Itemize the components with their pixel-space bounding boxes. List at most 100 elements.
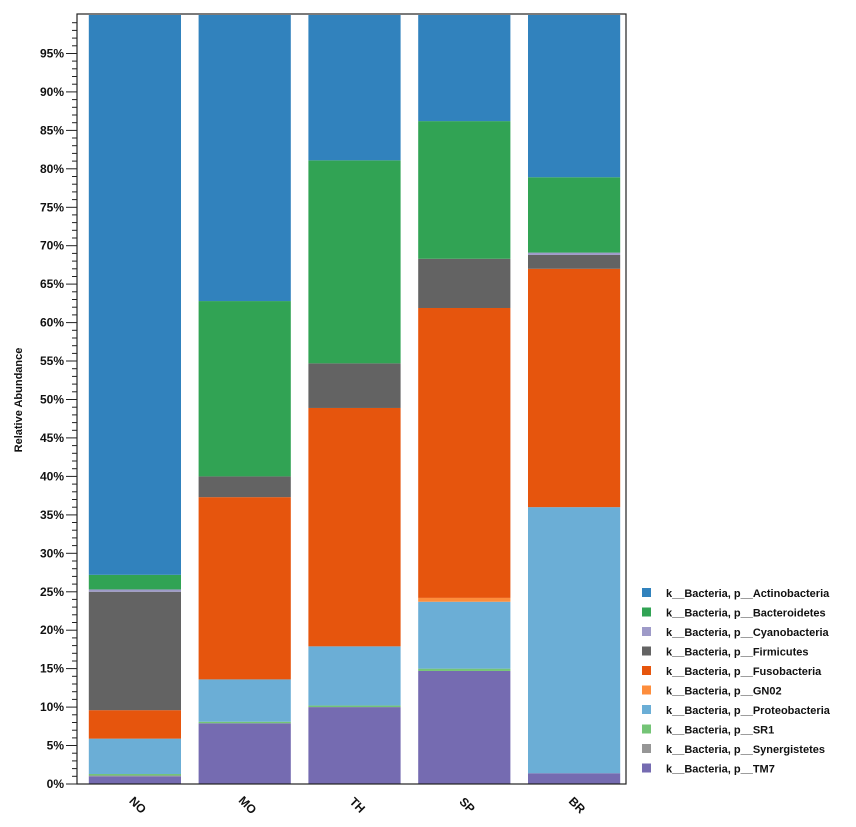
bar-segment [528, 252, 621, 255]
legend-item: k__Bacteria, p__Proteobacteria [642, 705, 831, 717]
bar-segment [308, 15, 401, 161]
bar-MO [198, 15, 291, 784]
legend-swatch [642, 666, 651, 675]
y-tick-label: 60% [40, 316, 64, 330]
legend-swatch [642, 724, 651, 734]
y-tick-label: 75% [40, 200, 64, 214]
bars-group [88, 15, 621, 784]
bar-segment [418, 597, 511, 602]
bar-TH [308, 15, 401, 784]
y-tick-label: 10% [40, 700, 64, 714]
legend-label: k__Bacteria, p__GN02 [666, 686, 782, 698]
y-tick-label: 50% [40, 393, 64, 407]
legend-item: k__Bacteria, p__TM7 [642, 763, 775, 776]
y-tick-label: 90% [40, 85, 64, 99]
x-tick-label: TH [347, 795, 368, 816]
bar-segment [308, 363, 401, 408]
legend-label: k__Bacteria, p__Actinobacteria [666, 588, 830, 600]
legend-swatch [642, 607, 651, 617]
bar-NO [88, 15, 181, 784]
bar-segment [88, 738, 181, 774]
bar-segment [418, 15, 511, 122]
bar-segment [88, 776, 181, 784]
legend-swatch [642, 588, 651, 597]
bar-segment [88, 774, 181, 776]
legend-swatch [642, 646, 651, 656]
legend-label: k__Bacteria, p__Proteobacteria [666, 705, 831, 717]
bar-segment [418, 601, 511, 669]
legend-label: k__Bacteria, p__Firmicutes [666, 647, 808, 659]
bar-segment [308, 705, 401, 708]
x-tick-label: SP [457, 795, 478, 816]
x-tick-label: NO [126, 794, 149, 817]
legend-item: k__Bacteria, p__Synergistetes [642, 744, 825, 756]
bar-segment [308, 160, 401, 364]
bar-segment [88, 574, 181, 590]
legend-swatch [642, 627, 651, 636]
legend-swatch [642, 685, 651, 695]
bar-segment [88, 710, 181, 739]
bar-segment [418, 670, 511, 784]
y-tick-label: 15% [40, 662, 64, 676]
legend-label: k__Bacteria, p__Bacteroidetes [666, 608, 826, 620]
y-axis: 0% 5% 10% 15% 20% 25% 30% 35% 40% 45% 50% 55% 60% 65%… [40, 22, 77, 791]
legend-item: k__Bacteria, p__Firmicutes [642, 646, 808, 659]
bar-segment [528, 254, 621, 269]
legend-item: k__Bacteria, p__Actinobacteria [642, 588, 830, 600]
bar-segment [88, 15, 181, 575]
y-tick-label: 20% [40, 623, 64, 637]
bar-segment [528, 507, 621, 774]
bar-segment [198, 301, 291, 477]
bar-segment [528, 15, 621, 178]
x-tick-label: BR [566, 794, 588, 816]
bar-segment [88, 591, 181, 711]
legend-item: k__Bacteria, p__Bacteroidetes [642, 607, 826, 620]
bar-segment [418, 668, 511, 671]
legend-label: k__Bacteria, p__Fusobacteria [666, 666, 822, 678]
legend-swatch [642, 763, 651, 773]
y-tick-label: 80% [40, 162, 64, 176]
legend-item: k__Bacteria, p__GN02 [642, 685, 782, 698]
x-axis: NO MO TH SP BR [126, 793, 588, 817]
y-tick-label: 5% [47, 739, 65, 753]
bar-segment [198, 15, 291, 302]
legend-item: k__Bacteria, p__Cyanobacteria [642, 627, 830, 639]
x-tick-label: MO [236, 793, 260, 817]
y-tick-label: 85% [40, 123, 64, 137]
bar-segment [198, 679, 291, 722]
y-tick-label: 30% [40, 546, 64, 560]
legend-label: k__Bacteria, p__TM7 [666, 764, 775, 776]
bar-segment [88, 589, 181, 592]
bar-segment [528, 177, 621, 253]
bar-segment [308, 407, 401, 647]
legend-item: k__Bacteria, p__Fusobacteria [642, 666, 822, 678]
bar-segment [528, 773, 621, 784]
legend: k__Bacteria, p__Actinobacteria k__Bacteri… [642, 588, 831, 776]
legend-swatch [642, 705, 651, 714]
bar-segment [198, 721, 291, 724]
bar-segment [418, 258, 511, 308]
y-tick-label: 0% [47, 777, 65, 791]
y-tick-label: 45% [40, 431, 64, 445]
y-tick-label: 35% [40, 508, 64, 522]
bar-segment [308, 646, 401, 706]
bar-segment [418, 307, 511, 598]
y-axis-title: Relative Abundance [13, 348, 25, 453]
bar-segment [418, 121, 511, 259]
bar-SP [418, 15, 511, 784]
legend-label: k__Bacteria, p__Cyanobacteria [666, 627, 830, 639]
y-tick-label: 95% [40, 47, 64, 61]
legend-label: k__Bacteria, p__Synergistetes [666, 744, 825, 756]
y-tick-label: 40% [40, 469, 64, 483]
legend-item: k__Bacteria, p__SR1 [642, 724, 774, 737]
bar-segment [308, 707, 401, 784]
bar-segment [198, 723, 291, 784]
bar-BR [528, 15, 621, 784]
legend-label: k__Bacteria, p__SR1 [666, 725, 774, 737]
y-tick-label: 65% [40, 277, 64, 291]
legend-swatch [642, 744, 651, 753]
bar-segment [88, 775, 181, 777]
y-tick-label: 70% [40, 239, 64, 253]
bar-segment [198, 476, 291, 498]
